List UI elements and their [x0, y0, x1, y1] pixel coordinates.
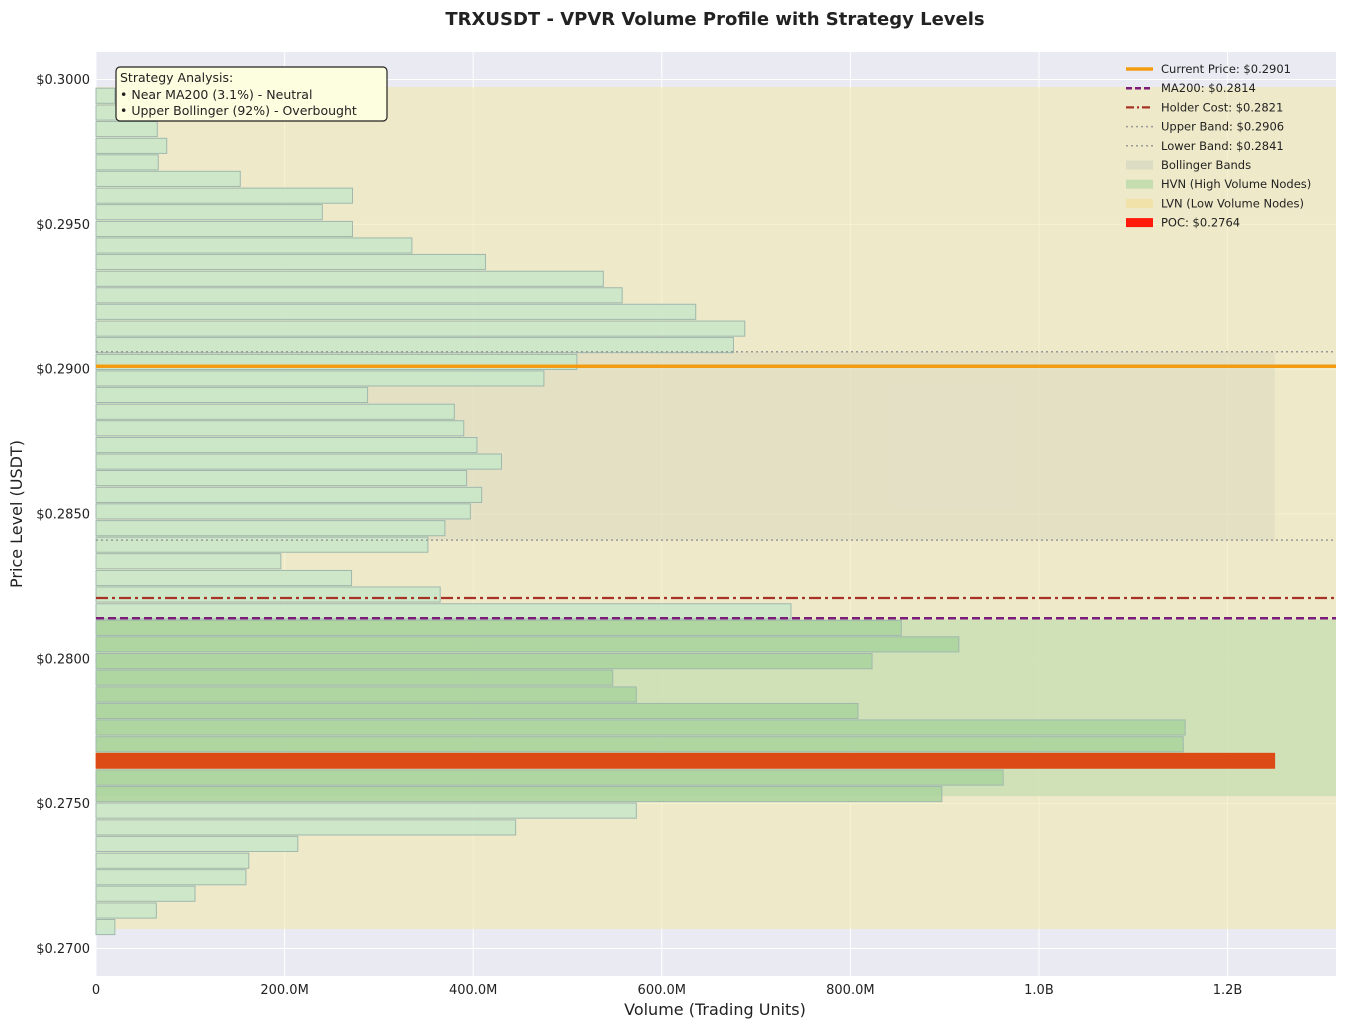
volume-bar [95, 287, 623, 304]
strategy-annotation: Strategy Analysis: • Near MA200 (3.1%) -… [115, 66, 388, 122]
legend-patch-swatch [1126, 218, 1153, 228]
hvn-volume-bar [95, 702, 859, 720]
y-tick-label: $0.2950 [36, 218, 90, 233]
volume-bar [95, 470, 468, 487]
volume-bar [95, 486, 483, 503]
volume-bar [95, 137, 168, 154]
hvn-volume-bar [95, 736, 1184, 753]
volume-bar [95, 902, 157, 919]
legend-patch-swatch [1126, 198, 1153, 208]
volume-bar [95, 520, 446, 537]
legend-label: Bollinger Bands [1161, 158, 1251, 172]
volume-bar [95, 603, 792, 620]
hvn-volume-bar [95, 719, 1186, 736]
volume-bar [95, 170, 241, 187]
volume-bar [95, 220, 353, 238]
volume-bar [95, 420, 465, 437]
hvn-volume-bar [95, 636, 960, 653]
volume-bar [95, 918, 116, 936]
legend-label: Lower Band: $0.2841 [1161, 139, 1284, 153]
annotation-line: Strategy Analysis: [120, 70, 233, 85]
volume-bar [95, 852, 250, 869]
annotation-line: • Upper Bollinger (92%) - Overbought [120, 103, 357, 118]
hvn-volume-bar [95, 769, 1004, 786]
hvn-volume-bar [95, 686, 637, 703]
poc-bar [95, 752, 1276, 769]
legend-label: Upper Band: $0.2906 [1161, 120, 1284, 134]
volume-bar [95, 120, 158, 138]
y-tick-label: $0.2900 [36, 363, 90, 378]
volume-bar [95, 370, 545, 387]
y-tick-label: $0.2850 [36, 508, 90, 523]
volume-bar [95, 386, 369, 404]
volume-bar [95, 320, 746, 337]
y-tick-label: $0.3000 [36, 73, 90, 88]
volume-bar [95, 586, 441, 603]
volume-bar [95, 104, 118, 121]
x-tick-label: 400.0M [449, 983, 497, 998]
y-axis-label: Price Level (USDT) [7, 440, 26, 588]
volume-bar [95, 536, 429, 553]
hvn-volume-bar [95, 669, 614, 686]
hvn-volume-bar [95, 786, 943, 803]
volume-bar [95, 453, 502, 470]
legend-label: MA200: $0.2814 [1161, 81, 1256, 95]
annotation-box [115, 66, 388, 122]
y-tick-label: $0.2750 [36, 797, 90, 812]
x-tick-label: 600.0M [638, 983, 686, 998]
volume-bar [95, 869, 247, 886]
legend-label: LVN (Low Volume Nodes) [1161, 196, 1304, 210]
volume-bar [95, 569, 353, 587]
x-tick-label: 0 [92, 983, 100, 998]
volume-bar [95, 437, 478, 454]
x-tick-label: 1.0B [1024, 983, 1054, 998]
legend-patch-swatch [1126, 179, 1153, 189]
volume-bar [95, 303, 697, 320]
hvn-volume-bar [95, 653, 873, 670]
legend-label: Holder Cost: $0.2821 [1161, 100, 1283, 114]
volume-bar [95, 187, 353, 204]
volume-bar [95, 819, 517, 836]
volume-bar [95, 270, 604, 287]
volume-bar [95, 87, 116, 104]
volume-bar [95, 337, 734, 354]
hvn-volume-bar [95, 619, 902, 636]
x-axis-label: Volume (Trading Units) [624, 1000, 806, 1019]
y-tick-label: $0.2700 [36, 942, 90, 957]
volume-bar [95, 204, 323, 221]
level-lines [96, 351, 1336, 620]
volume-bar [95, 503, 471, 520]
x-tick-label: 800.0M [826, 983, 874, 998]
legend-label: HVN (High Volume Nodes) [1161, 177, 1311, 191]
volume-bar [95, 403, 455, 420]
volume-bar [95, 885, 196, 902]
chart-title: TRXUSDT - VPVR Volume Profile with Strat… [445, 9, 984, 30]
tick-labels: 0 200.0M 400.0M 600.0M 800.0M 1.0B 1.2B $0.2700… [36, 73, 1242, 998]
legend: Current Price: $0.2901 MA200: $0.2814 Hold… [1126, 62, 1311, 230]
volume-bar [95, 802, 637, 819]
volume-bar [95, 553, 282, 570]
legend-label: POC: $0.2764 [1161, 216, 1240, 230]
x-tick-label: 1.2B [1213, 983, 1243, 998]
volume-bar [95, 835, 299, 852]
y-tick-label: $0.2800 [36, 652, 90, 667]
volume-bar [95, 154, 159, 171]
legend-patch-swatch [1126, 160, 1153, 170]
volume-bar [95, 237, 413, 254]
volume-bars [95, 87, 1276, 936]
volume-bar [95, 253, 486, 271]
annotation-line: • Near MA200 (3.1%) - Neutral [120, 87, 312, 102]
x-tick-label: 200.0M [260, 983, 308, 998]
legend-label: Current Price: $0.2901 [1161, 62, 1291, 76]
